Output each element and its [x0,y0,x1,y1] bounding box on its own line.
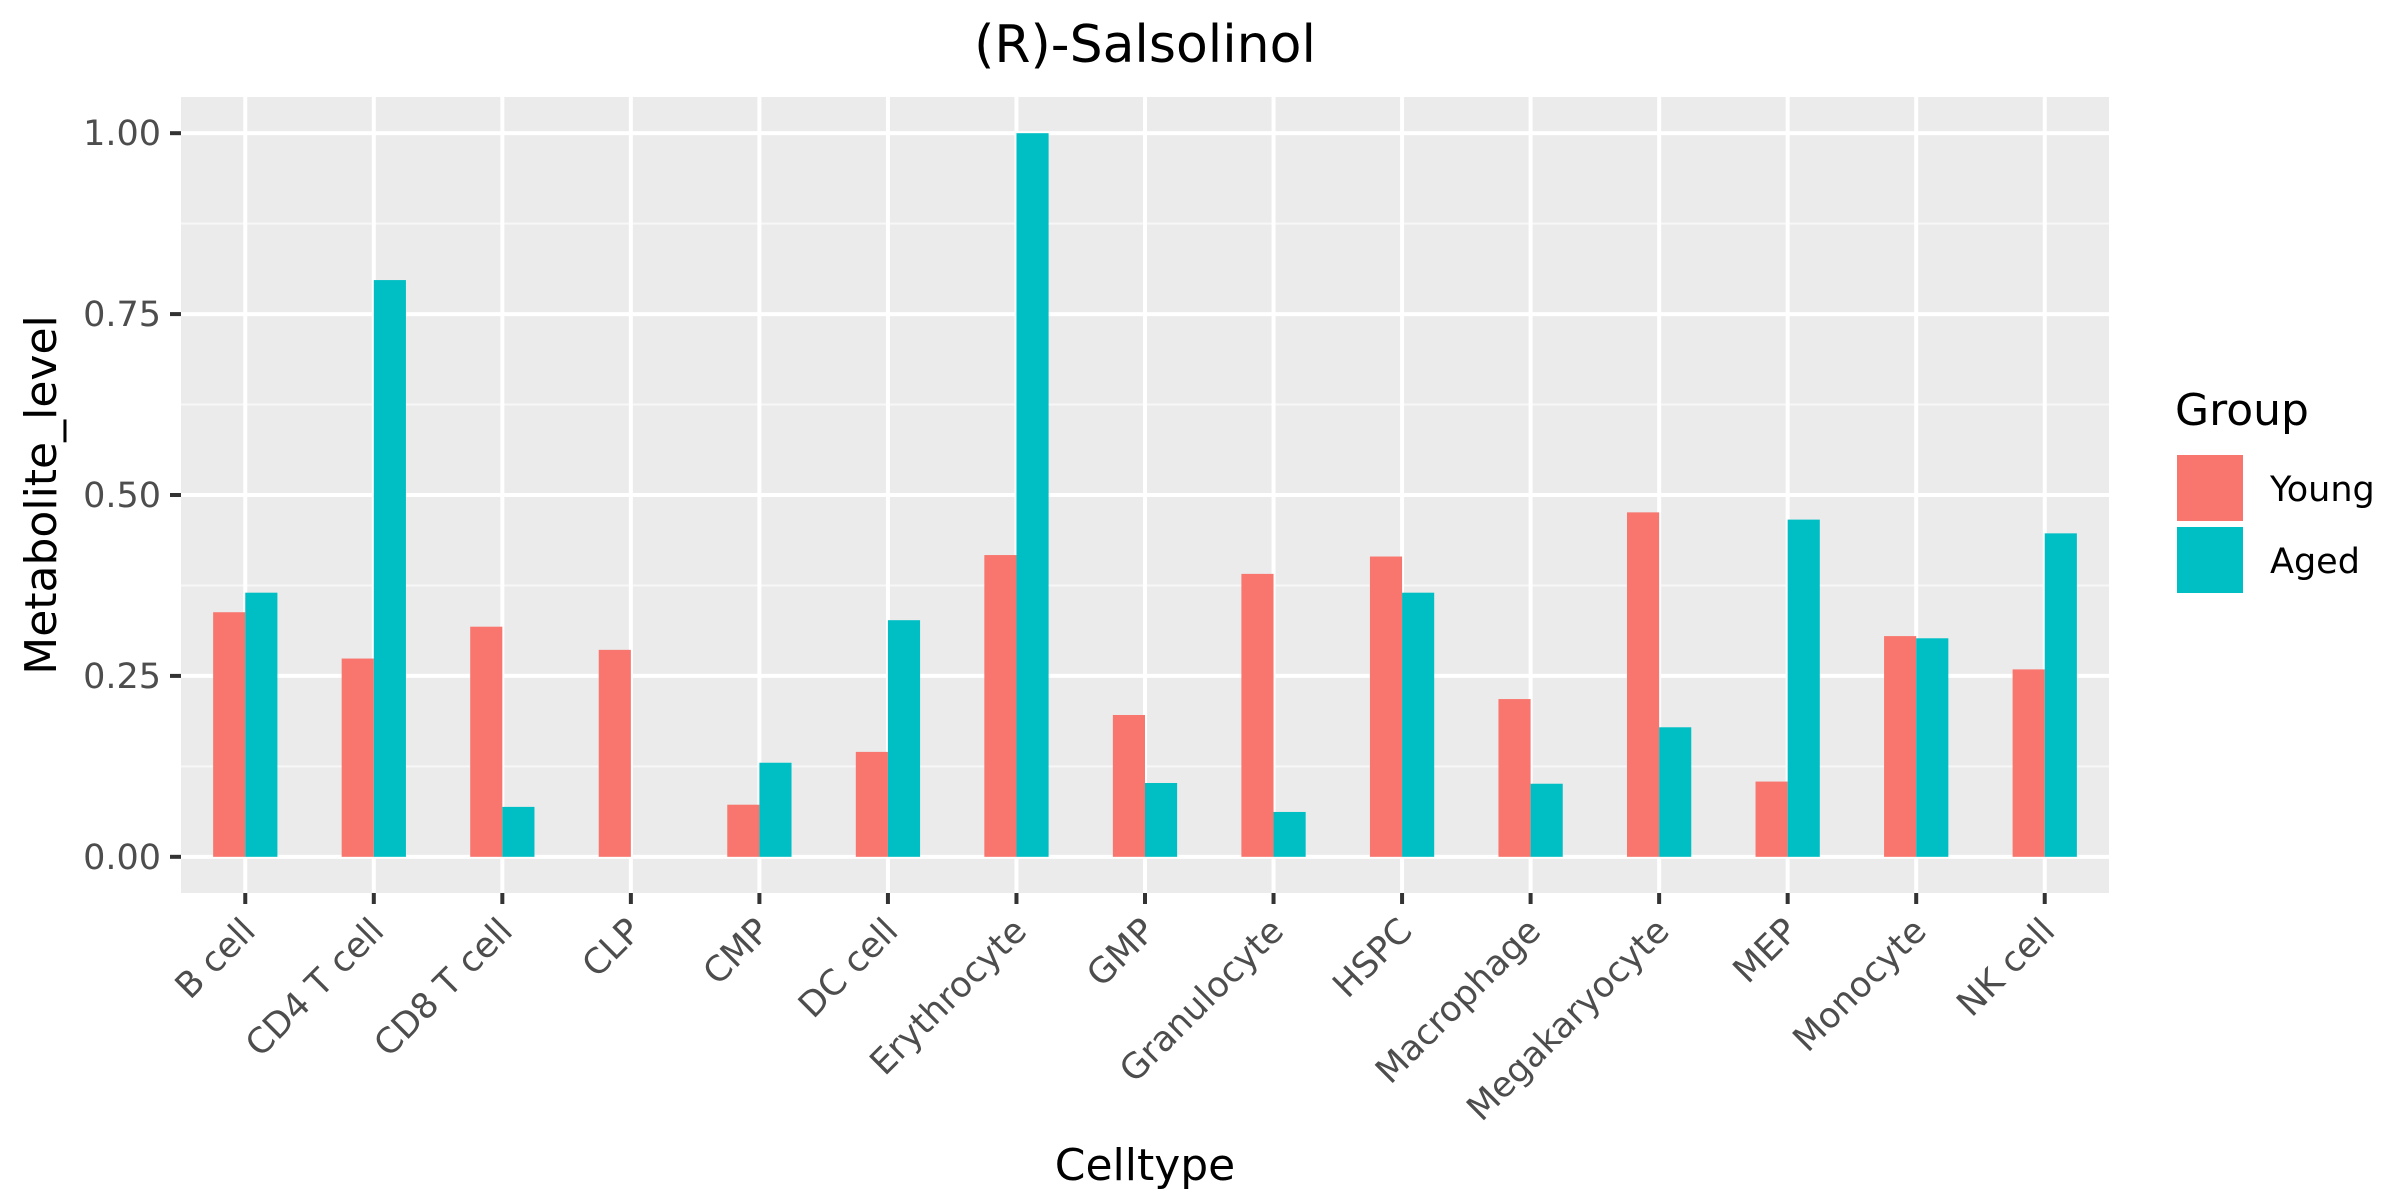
bar-aged-nk-cell [2044,533,2077,857]
x-tick-label: CD4 T cell [238,911,392,1065]
bar-young-mep [1755,781,1788,857]
bar-aged-mep [1787,519,1820,857]
bar-aged-hspc [1402,592,1435,857]
x-tick-label: MEP [1726,911,1806,991]
bar-young-dc-cell [855,751,888,857]
bar-aged-b-cell [245,592,278,857]
chart-title: (R)-Salsolinol [974,15,1316,75]
bar-aged-cmp [759,762,792,857]
x-tick-label: CMP [696,911,778,993]
legend: Group Young Aged [2175,385,2375,593]
bar-aged-granulocyte [1273,811,1306,857]
y-tick-label: 0.75 [83,295,161,335]
bar-young-macrophage [1498,699,1531,857]
bar-young-clp [598,649,631,857]
bar-young-nk-cell [2012,669,2045,857]
x-tick-label: B cell [168,911,264,1007]
bar-young-cd8-t-cell [470,626,503,857]
bar-young-cd4-t-cell [341,658,374,857]
y-tick-label: 0.00 [83,838,161,878]
legend-label-young: Young [2269,470,2375,510]
bar-aged-erythrocyte [1016,133,1049,857]
bar-aged-megakaryocyte [1659,727,1692,857]
y-tick-label: 0.50 [83,476,161,516]
bars [213,133,2077,857]
x-axis-title: Celltype [1055,1140,1236,1191]
bar-young-gmp [1112,714,1145,857]
bar-young-megakaryocyte [1627,512,1660,857]
x-tick-label: NK cell [1950,911,2063,1024]
bar-aged-cd4-t-cell [373,280,406,857]
legend-label-aged: Aged [2270,542,2360,582]
x-tick-label: DC cell [791,911,906,1026]
bar-young-b-cell [213,612,246,857]
legend-title: Group [2175,385,2309,436]
bar-young-erythrocyte [984,555,1017,857]
x-tick-label: Monocyte [1786,911,1935,1060]
x-tick-label: HSPC [1326,911,1421,1006]
bar-young-cmp [727,804,760,857]
y-tick-label: 0.25 [83,657,161,697]
bar-aged-cd8-t-cell [502,806,535,857]
x-tick-label: CD8 T cell [367,911,521,1065]
bar-young-monocyte [1884,636,1917,857]
bar-aged-gmp [1145,783,1178,857]
bar-aged-macrophage [1530,783,1563,857]
legend-key-aged [2177,527,2243,593]
x-tick-label: CLP [575,911,649,985]
bar-aged-monocyte [1916,638,1949,857]
bar-young-hspc [1369,556,1403,857]
bar-young-granulocyte [1241,573,1274,857]
bar-aged-dc-cell [887,620,921,857]
x-tick-label: GMP [1080,911,1164,995]
y-axis-title: Metabolite_level [16,315,67,675]
y-tick-label: 1.00 [83,114,161,154]
legend-key-young [2177,455,2243,521]
